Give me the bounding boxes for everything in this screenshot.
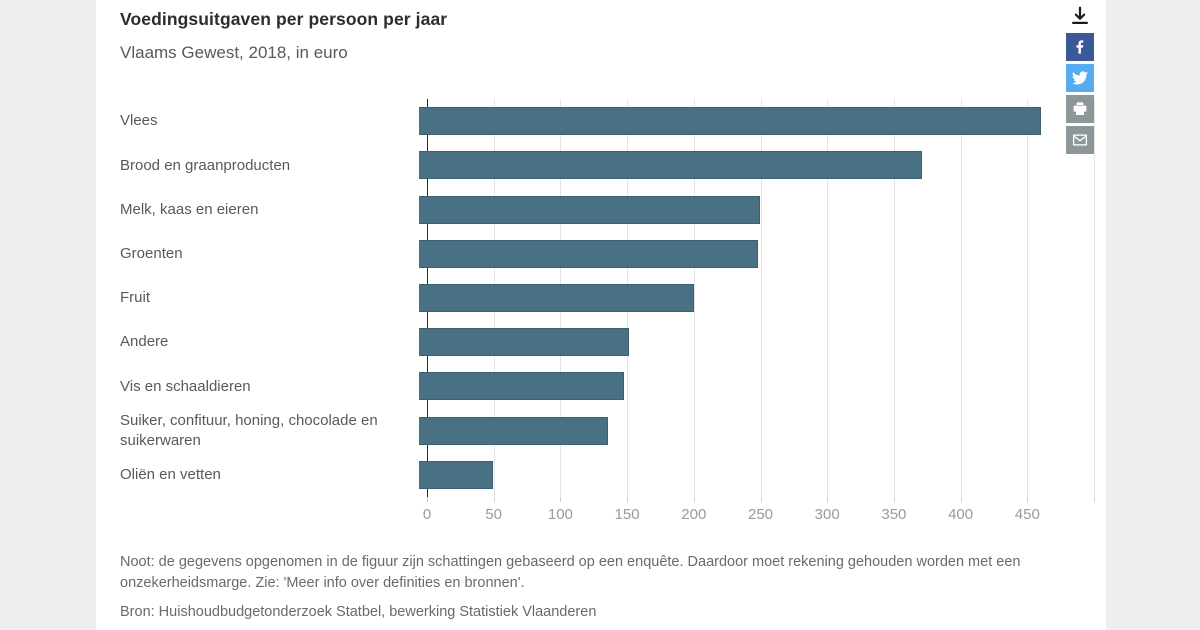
chart-row: Brood en graanproducten (120, 143, 1094, 187)
content-card: Voedingsuitgaven per persoon per jaar Vl… (96, 0, 1106, 630)
tick-mark (827, 497, 829, 502)
tick-label: 100 (547, 506, 573, 523)
category-label: Brood en graanproducten (120, 156, 291, 174)
tick-mark (493, 497, 495, 502)
tick-label: 50 (485, 506, 503, 523)
print-button[interactable] (1066, 95, 1094, 123)
gridline (893, 99, 895, 497)
bar (419, 107, 1041, 136)
tick-mark (960, 497, 962, 502)
share-toolbar (1066, 4, 1094, 157)
chart-row: Oliën en vetten (120, 453, 1094, 497)
tick-label: 150 (614, 506, 640, 523)
tick-mark (693, 497, 695, 502)
tick-label: 0 (422, 506, 432, 523)
chart-footer: Noot: de gegevens opgenomen in de figuur… (120, 552, 1074, 623)
chart-row: Melk, kaas en eieren (120, 187, 1094, 231)
tick-label: 450 (1014, 506, 1040, 523)
bar-track (419, 364, 1094, 408)
category-label: Andere (120, 333, 169, 351)
chart-row: Suiker, confituur, honing, chocolade en … (120, 409, 1094, 453)
gridline (760, 99, 762, 497)
bar-track (419, 99, 1094, 143)
tick-label: 250 (747, 506, 774, 523)
tick-label: 350 (881, 506, 907, 523)
gridline (693, 99, 695, 497)
share-facebook-button[interactable] (1066, 33, 1094, 61)
bar (419, 416, 608, 445)
download-icon (1069, 5, 1091, 30)
chart-row: Fruit (120, 276, 1094, 320)
share-email-button[interactable] (1066, 126, 1094, 154)
category-label: Fruit (120, 289, 150, 307)
printer-icon (1072, 101, 1088, 117)
chart-rows: Vlees Brood en graanproducten Melk, kaas e… (120, 99, 1094, 497)
bar-track (419, 276, 1094, 320)
bar (419, 195, 761, 224)
bar-track (419, 187, 1094, 231)
tick-mark (427, 497, 428, 502)
share-twitter-button[interactable] (1066, 64, 1094, 92)
page-title: Voedingsuitgaven per persoon per jaar (120, 9, 448, 29)
category-label: Oliën en vetten (120, 466, 221, 484)
bar (419, 151, 923, 180)
chart-subtitle: Vlaams Gewest, 2018, in euro (120, 43, 348, 62)
bar-track (419, 320, 1094, 364)
bar (419, 372, 624, 401)
category-label: Melk, kaas en eieren (120, 200, 259, 218)
download-button[interactable] (1066, 4, 1094, 30)
bar (419, 239, 758, 268)
chart-source: Bron: Huishoudbudgetonderzoek Statbel, b… (120, 604, 597, 621)
tick-mark (1027, 497, 1029, 502)
category-label: Groenten (120, 245, 183, 263)
tick-label: 200 (681, 506, 707, 523)
facebook-icon (1072, 39, 1088, 55)
chart-row: Vlees (120, 99, 1094, 143)
chart-row: Andere (120, 320, 1094, 364)
category-label: Vis en schaaldieren (120, 377, 251, 395)
tick-mark (627, 497, 629, 502)
bar-track (419, 453, 1094, 497)
gridline (960, 99, 962, 497)
chart-header: Voedingsuitgaven per persoon per jaar Vl… (120, 9, 820, 63)
tick-mark (560, 497, 562, 502)
bar-track (419, 232, 1094, 276)
category-label: Vlees (120, 112, 158, 130)
bar-track (419, 409, 1094, 453)
chart-row: Vis en schaaldieren (120, 364, 1094, 408)
bar-chart: Vlees Brood en graanproducten Melk, kaas e… (120, 99, 1095, 539)
x-axis: 0 50 100 150 200 250 300 350 400 450 (423, 497, 1095, 531)
tick-mark (760, 497, 762, 502)
bar (419, 460, 493, 489)
bar (419, 328, 630, 357)
tick-mark (893, 497, 895, 502)
bar-track (419, 143, 1094, 187)
bar (419, 283, 695, 312)
chart-note: Noot: de gegevens opgenomen in de figuur… (120, 554, 1021, 591)
gridline (1027, 99, 1029, 497)
tick-mark (1094, 497, 1095, 502)
gridline (1094, 99, 1095, 497)
tick-label: 400 (948, 506, 974, 523)
category-label: Suiker, confituur, honing, chocolade en … (120, 412, 378, 449)
envelope-icon (1071, 131, 1089, 149)
twitter-icon (1072, 70, 1088, 86)
tick-label: 300 (814, 506, 840, 523)
gridline (827, 99, 829, 497)
chart-row: Groenten (120, 232, 1094, 276)
